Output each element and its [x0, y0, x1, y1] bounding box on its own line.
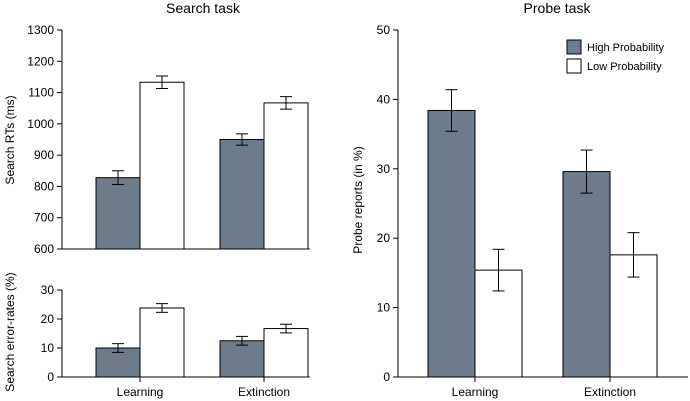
error-bar	[236, 133, 248, 146]
y-tick-label: 1200	[27, 54, 54, 68]
bar-low-extinction	[263, 328, 309, 378]
search-rt-chart: 600 700 800 900 1000 1100 1200 1300 Search RTs (…	[3, 23, 310, 256]
error-bar	[627, 232, 640, 278]
x-tick-label: Learning	[452, 385, 499, 399]
probe-chart: 0 10 20 30 40 50 Probe reports (in %) Learning E…	[351, 23, 688, 399]
bar-low-extinction	[263, 102, 309, 250]
y-tick-label: 1300	[27, 23, 54, 37]
y-tick-label: 600	[34, 242, 54, 256]
y-tick-label: 1000	[27, 117, 54, 131]
bar-high-extinction	[219, 340, 265, 378]
y-axis-label: Search RTs (ms)	[3, 95, 17, 184]
y-tick-label: 1100	[28, 86, 54, 100]
y-axis-label: Search error-rates (%)	[3, 272, 17, 391]
y-tick-label: 10	[41, 341, 55, 355]
error-bar	[492, 248, 505, 292]
error-bar	[156, 303, 168, 313]
y-tick-label: 30	[41, 283, 55, 297]
error-bar	[156, 75, 168, 90]
error-bar	[280, 323, 292, 334]
title-search-task: Search task	[166, 0, 241, 16]
y-tick-label: 20	[41, 312, 55, 326]
y-tick-label: 30	[377, 162, 391, 176]
y-tick-label: 700	[34, 211, 54, 225]
y-axis-label: Probe reports (in %)	[351, 146, 365, 253]
error-bar	[112, 343, 124, 353]
legend-swatch-high	[566, 39, 582, 55]
y-tick-label: 900	[34, 148, 54, 162]
y-tick-label: 10	[377, 301, 391, 315]
y-tick-label: 20	[377, 231, 391, 245]
y-tick-label: 0	[383, 370, 390, 384]
title-probe-task: Probe task	[524, 0, 592, 16]
x-tick-label: Extinction	[584, 385, 636, 399]
legend: High Probability Low Probability	[566, 39, 665, 74]
bar-high-extinction	[219, 139, 265, 250]
legend-swatch-low	[566, 58, 582, 74]
bar-high-extinction	[562, 171, 611, 378]
search-error-chart: 0 10 20 30 Search error-rates (%) Learning Ext…	[3, 272, 310, 399]
legend-label-high: High Probability	[587, 42, 665, 54]
y-tick-label: 0	[47, 370, 54, 384]
x-tick-label: Learning	[117, 385, 164, 399]
bar-low-learning	[139, 81, 185, 250]
x-tick-label: Extinction	[238, 385, 290, 399]
legend-label-low: Low Probability	[587, 61, 662, 73]
bar-low-learning	[139, 307, 185, 378]
error-bar	[112, 170, 124, 186]
bar-high-learning	[95, 177, 141, 250]
error-bar	[280, 96, 292, 110]
y-tick-label: 50	[377, 23, 391, 37]
y-tick-label: 800	[34, 179, 54, 193]
y-tick-label: 40	[377, 92, 391, 106]
bar-high-learning	[427, 110, 476, 378]
error-bar	[445, 89, 458, 132]
error-bar	[236, 335, 248, 346]
error-bar	[580, 149, 593, 194]
